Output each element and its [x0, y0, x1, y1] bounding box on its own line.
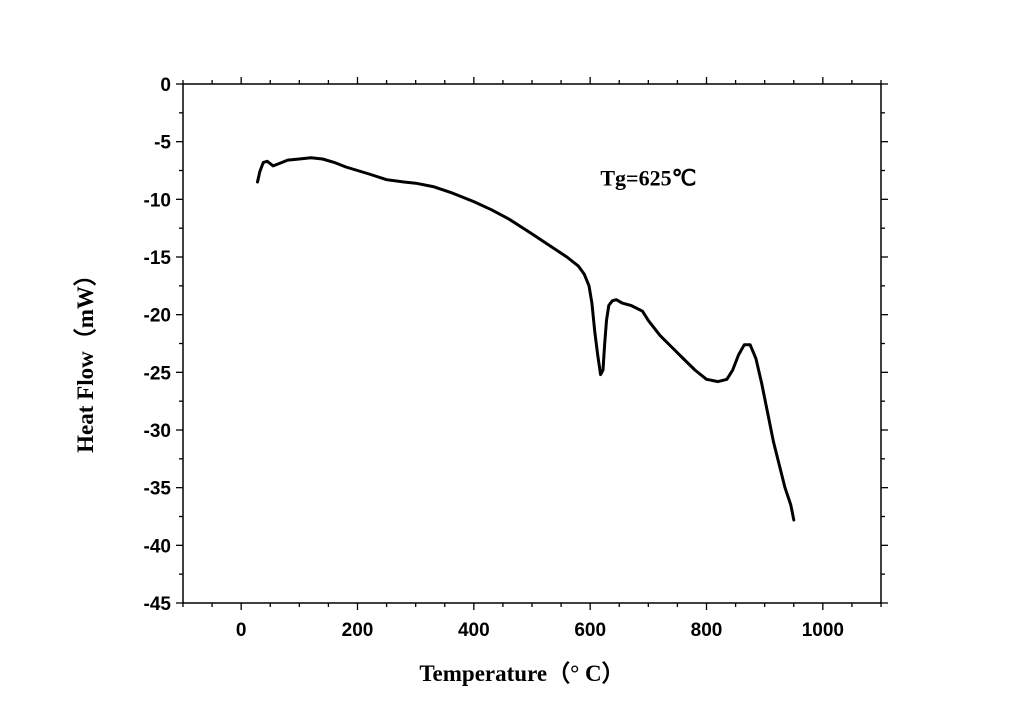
x-tick-label: 200 [342, 620, 374, 641]
y-tick-label: -40 [144, 536, 171, 557]
x-tick-label: 1000 [802, 620, 844, 641]
x-tick-label: 600 [574, 620, 606, 641]
y-tick-label: -45 [144, 594, 172, 615]
heat-flow-curve [256, 156, 796, 522]
y-tick-label: 0 [160, 75, 171, 96]
y-tick-label: -5 [154, 133, 171, 154]
tg-annotation: Tg=625℃ [600, 166, 696, 191]
x-tick-label: 0 [236, 620, 247, 641]
y-tick-label: -30 [144, 421, 171, 442]
y-tick-label: -25 [144, 363, 172, 384]
y-axis-title: Heat Flow（mW） [72, 263, 98, 453]
x-tick-label: 800 [691, 620, 723, 641]
y-tick-label: -35 [144, 479, 172, 500]
x-axis: 0 200 400 600 800 1000 [182, 77, 882, 641]
y-axis: 0 -5 -10 -15 -20 -25 -30 -35 -40 -45 [144, 75, 888, 615]
x-tick-label: 400 [458, 620, 490, 641]
y-tick-label: -15 [144, 248, 172, 269]
y-tick-label: -20 [144, 306, 171, 327]
x-axis-title: Temperature（° C） [419, 660, 624, 686]
plot-frame [182, 83, 882, 604]
y-tick-label: -10 [144, 190, 171, 211]
